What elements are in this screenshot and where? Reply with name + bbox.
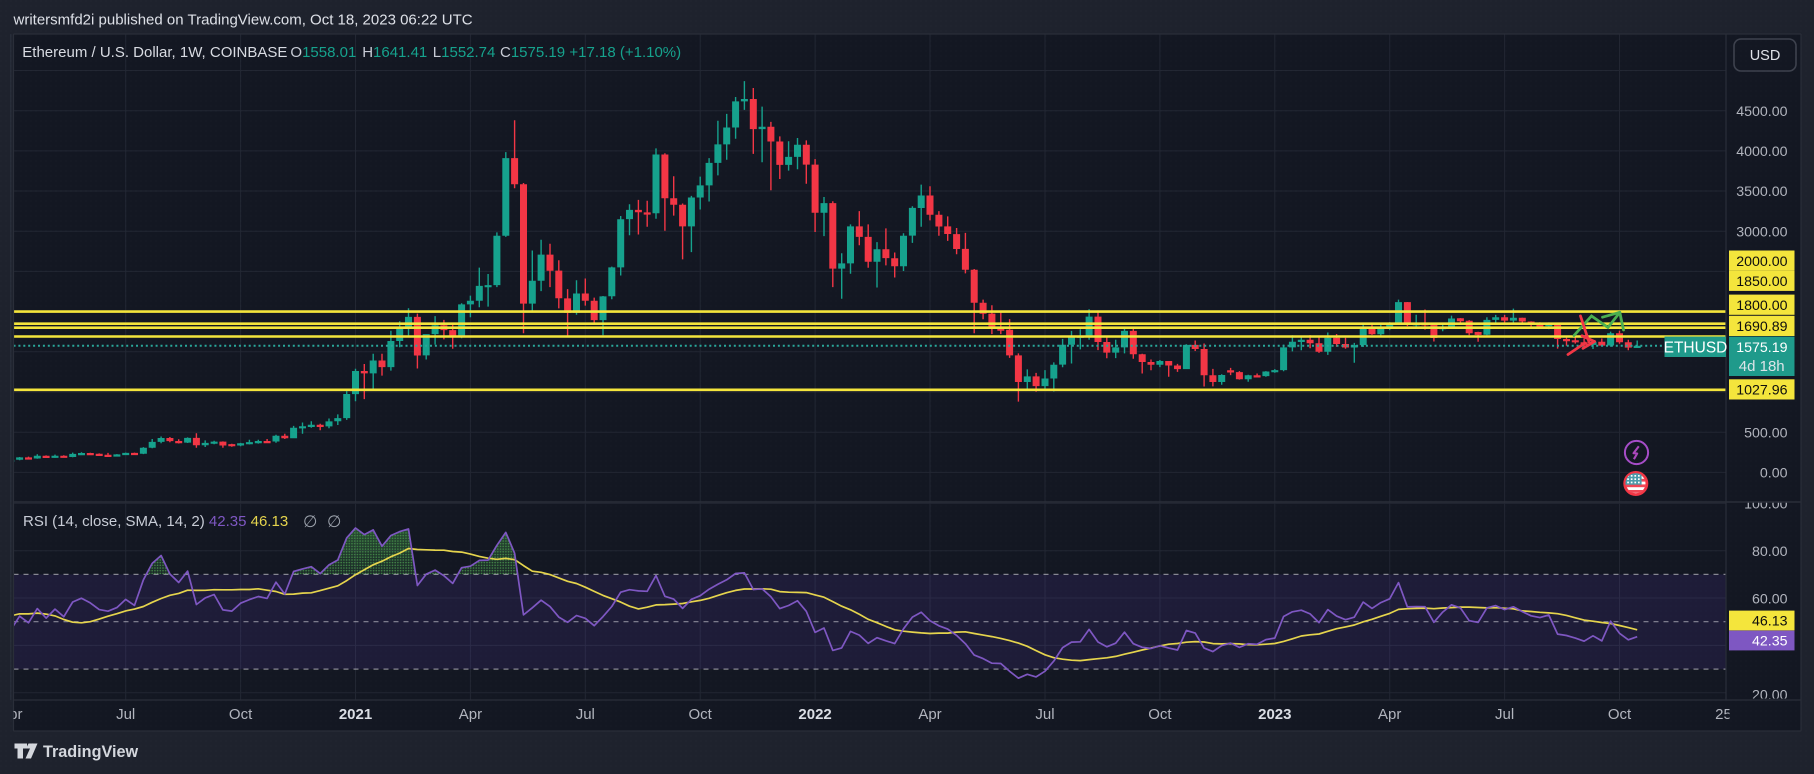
svg-text:Oct: Oct — [1608, 706, 1632, 723]
svg-text:C1575.19: C1575.19 — [500, 44, 565, 61]
svg-text:TradingView: TradingView — [43, 743, 138, 761]
svg-text:1575.19: 1575.19 — [1736, 340, 1787, 356]
svg-text:RSI (14, close, SMA, 14, 2) 42: RSI (14, close, SMA, 14, 2) 42.35 46.13 — [23, 513, 288, 530]
svg-text:500.00: 500.00 — [1744, 425, 1788, 441]
svg-text:H1641.41: H1641.41 — [362, 44, 427, 61]
svg-text:1850.00: 1850.00 — [1736, 274, 1787, 290]
svg-text:2022: 2022 — [798, 706, 831, 723]
svg-text:Oct: Oct — [1148, 706, 1172, 723]
svg-text:Ethereum / U.S. Dollar, 1W, CO: Ethereum / U.S. Dollar, 1W, COINBASE — [22, 44, 287, 61]
svg-text:1690.89: 1690.89 — [1736, 319, 1787, 335]
svg-text:L1552.74: L1552.74 — [433, 44, 496, 61]
svg-text:80.00: 80.00 — [1752, 544, 1788, 560]
svg-text:1800.00: 1800.00 — [1736, 298, 1787, 314]
svg-text:ETHUSD: ETHUSD — [1664, 340, 1728, 357]
svg-text:∅: ∅ — [303, 513, 317, 531]
svg-text:Jul: Jul — [576, 706, 595, 723]
svg-text:0.00: 0.00 — [1760, 466, 1788, 482]
svg-text:4d 18h: 4d 18h — [1739, 358, 1785, 375]
svg-text:1027.96: 1027.96 — [1736, 383, 1787, 399]
svg-text:2023: 2023 — [1258, 706, 1291, 723]
svg-text:2021: 2021 — [339, 706, 372, 723]
svg-text:3000.00: 3000.00 — [1736, 224, 1787, 240]
svg-text:2000.00: 2000.00 — [1736, 254, 1787, 270]
svg-text:4000.00: 4000.00 — [1736, 144, 1787, 160]
svg-text:O1558.01: O1558.01 — [290, 44, 356, 61]
svg-text:60.00: 60.00 — [1752, 591, 1788, 607]
svg-text:42.35: 42.35 — [1752, 634, 1788, 650]
svg-text:Apr: Apr — [918, 706, 941, 723]
svg-text:100.00: 100.00 — [1744, 497, 1788, 513]
svg-text:Jul: Jul — [1495, 706, 1514, 723]
svg-text:20.00: 20.00 — [1752, 688, 1788, 704]
svg-text:USD: USD — [1750, 48, 1781, 64]
svg-text:Apr: Apr — [459, 706, 482, 723]
svg-text:+17.18 (+1.10%): +17.18 (+1.10%) — [569, 44, 681, 61]
svg-text:writersmfd2i published on Trad: writersmfd2i published on TradingView.co… — [13, 12, 473, 29]
svg-text:Jul: Jul — [116, 706, 135, 723]
svg-text:Oct: Oct — [689, 706, 713, 723]
svg-text:Apr: Apr — [1378, 706, 1401, 723]
svg-text:Apr: Apr — [0, 706, 22, 723]
svg-text:46.13: 46.13 — [1752, 614, 1788, 630]
svg-text:Oct: Oct — [229, 706, 253, 723]
svg-text:3500.00: 3500.00 — [1736, 184, 1787, 200]
svg-text:∅: ∅ — [327, 513, 341, 531]
svg-text:4500.00: 4500.00 — [1736, 104, 1787, 120]
svg-text:25: 25 — [1715, 706, 1732, 723]
svg-text:Jul: Jul — [1035, 706, 1054, 723]
